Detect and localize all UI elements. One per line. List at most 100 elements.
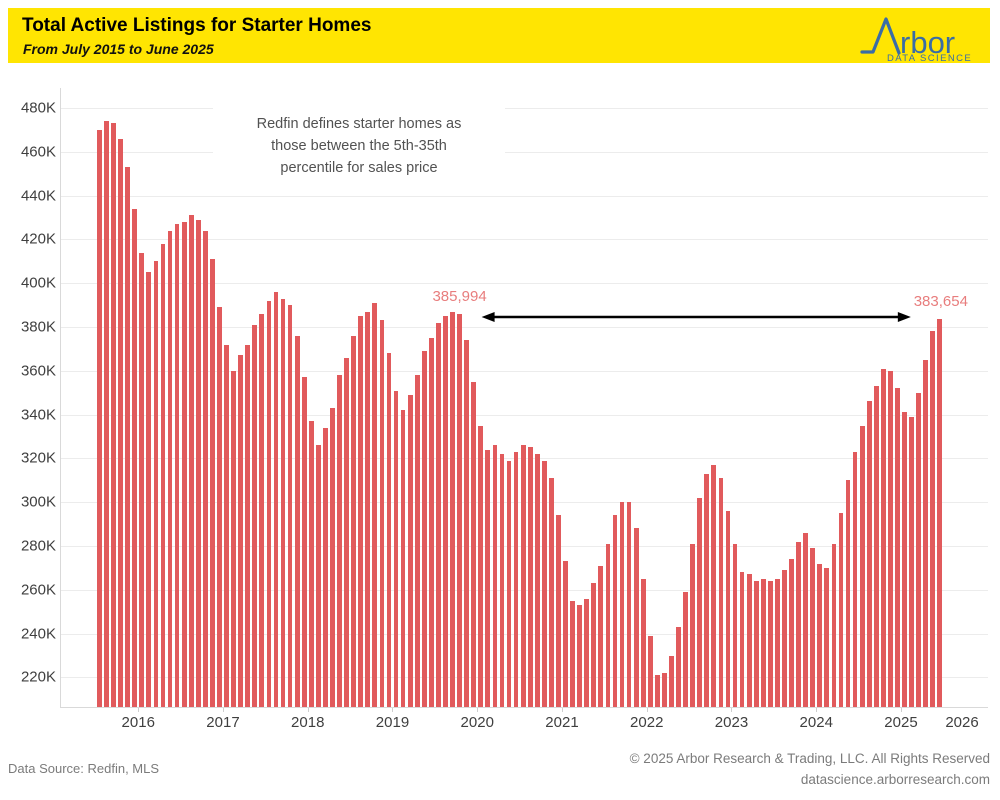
bar-2023-08[interactable]	[782, 570, 787, 707]
bar-2018-11[interactable]	[379, 320, 385, 707]
bar-2019-06[interactable]	[428, 337, 434, 707]
bar-2016-03[interactable]	[153, 261, 159, 707]
bar-2023-02[interactable]	[739, 572, 745, 707]
bar-2023-04[interactable]	[753, 581, 759, 707]
bar-2024-04[interactable]	[838, 513, 844, 707]
bar-2024-06[interactable]	[852, 451, 858, 707]
bar-2018-08[interactable]	[358, 316, 364, 707]
bar-2016-07[interactable]	[181, 221, 187, 707]
bar-2023-01[interactable]	[732, 543, 738, 707]
bar-2018-04[interactable]	[330, 408, 335, 707]
bar-2021-08[interactable]	[612, 515, 618, 707]
bar-2024-07[interactable]	[859, 425, 865, 707]
bar-2021-12[interactable]	[640, 578, 646, 707]
bar-2021-11[interactable]	[633, 528, 639, 707]
bar-2019-08[interactable]	[443, 316, 448, 707]
bar-2024-08[interactable]	[866, 401, 872, 707]
bar-2018-09[interactable]	[365, 311, 371, 707]
bar-2022-02[interactable]	[654, 675, 660, 707]
bar-2023-09[interactable]	[789, 559, 794, 707]
bar-2022-05[interactable]	[676, 627, 681, 707]
bar-2019-02[interactable]	[400, 410, 406, 707]
bar-2021-02[interactable]	[570, 600, 575, 707]
bar-2016-01[interactable]	[139, 252, 145, 707]
bar-2017-06[interactable]	[259, 313, 265, 707]
bar-2024-02[interactable]	[824, 567, 830, 707]
bar-2017-02[interactable]	[231, 370, 236, 707]
bar-2025-01[interactable]	[902, 412, 907, 707]
bar-2019-10[interactable]	[457, 313, 462, 707]
bar-2022-09[interactable]	[704, 473, 710, 707]
bar-2019-03[interactable]	[407, 394, 413, 707]
bar-2019-01[interactable]	[393, 390, 399, 707]
bar-2024-03[interactable]	[831, 543, 837, 707]
bar-2021-05[interactable]	[591, 583, 597, 707]
bar-2018-03[interactable]	[323, 427, 328, 707]
bar-2025-02[interactable]	[909, 416, 914, 707]
bar-2017-11[interactable]	[294, 335, 300, 707]
bar-2024-05[interactable]	[845, 480, 851, 707]
bar-2020-03[interactable]	[492, 445, 498, 707]
bar-2025-06[interactable]	[937, 318, 943, 707]
bar-2024-11[interactable]	[888, 370, 893, 707]
bar-2015-12[interactable]	[132, 208, 138, 707]
bar-2019-07[interactable]	[436, 322, 441, 707]
bar-2016-02[interactable]	[146, 272, 152, 707]
bar-2025-05[interactable]	[930, 331, 936, 707]
bar-2019-12[interactable]	[471, 381, 477, 707]
bar-2015-08[interactable]	[104, 121, 109, 707]
bar-2017-12[interactable]	[301, 377, 307, 707]
bar-2020-07[interactable]	[520, 445, 526, 707]
bar-2021-04[interactable]	[584, 598, 590, 707]
bar-2017-09[interactable]	[280, 298, 286, 707]
bar-2019-04[interactable]	[414, 375, 420, 707]
bar-2016-10[interactable]	[202, 230, 208, 707]
bar-2020-10[interactable]	[541, 460, 547, 707]
bar-2021-03[interactable]	[577, 605, 583, 707]
bar-2020-06[interactable]	[513, 451, 519, 707]
bar-2015-10[interactable]	[118, 138, 123, 707]
bar-2016-09[interactable]	[195, 219, 201, 707]
bar-2017-07[interactable]	[266, 300, 272, 707]
bar-2020-05[interactable]	[506, 460, 512, 707]
bar-2024-12[interactable]	[895, 388, 900, 707]
bar-2020-11[interactable]	[549, 478, 554, 707]
bar-2020-01[interactable]	[478, 425, 484, 707]
bar-2018-10[interactable]	[372, 302, 378, 707]
bar-2019-05[interactable]	[421, 351, 427, 707]
bar-2022-12[interactable]	[725, 510, 731, 707]
bar-2023-05[interactable]	[760, 578, 766, 707]
bar-2018-01[interactable]	[308, 421, 314, 707]
bar-2023-12[interactable]	[810, 548, 816, 707]
bar-2017-05[interactable]	[252, 324, 258, 707]
bar-2018-02[interactable]	[315, 445, 321, 707]
bar-2015-09[interactable]	[111, 123, 116, 707]
bar-2018-06[interactable]	[344, 357, 349, 707]
bar-2019-09[interactable]	[450, 311, 455, 707]
bar-2017-08[interactable]	[273, 291, 279, 707]
bar-2023-03[interactable]	[746, 574, 752, 707]
bar-2017-10[interactable]	[287, 305, 293, 707]
bar-2021-06[interactable]	[598, 565, 604, 707]
bar-2022-06[interactable]	[683, 591, 688, 707]
bar-2025-04[interactable]	[923, 359, 929, 707]
bar-2016-08[interactable]	[188, 215, 194, 707]
bar-2016-04[interactable]	[160, 243, 166, 707]
bar-2023-07[interactable]	[775, 578, 780, 707]
bar-2016-12[interactable]	[217, 307, 222, 707]
bar-2016-06[interactable]	[174, 224, 180, 707]
bar-2018-12[interactable]	[386, 353, 392, 707]
bar-2022-10[interactable]	[711, 464, 717, 707]
bar-2016-11[interactable]	[210, 259, 215, 707]
bar-2022-03[interactable]	[662, 673, 667, 707]
bar-2023-06[interactable]	[767, 581, 773, 707]
bar-2021-09[interactable]	[619, 502, 625, 707]
bar-2016-05[interactable]	[167, 230, 173, 707]
bar-2024-09[interactable]	[873, 386, 879, 707]
bar-2022-11[interactable]	[718, 478, 724, 707]
bar-2020-08[interactable]	[527, 447, 533, 707]
bar-2020-09[interactable]	[534, 454, 540, 707]
bar-2018-07[interactable]	[351, 335, 357, 707]
bar-2021-10[interactable]	[626, 502, 632, 707]
bar-2020-12[interactable]	[556, 515, 561, 707]
